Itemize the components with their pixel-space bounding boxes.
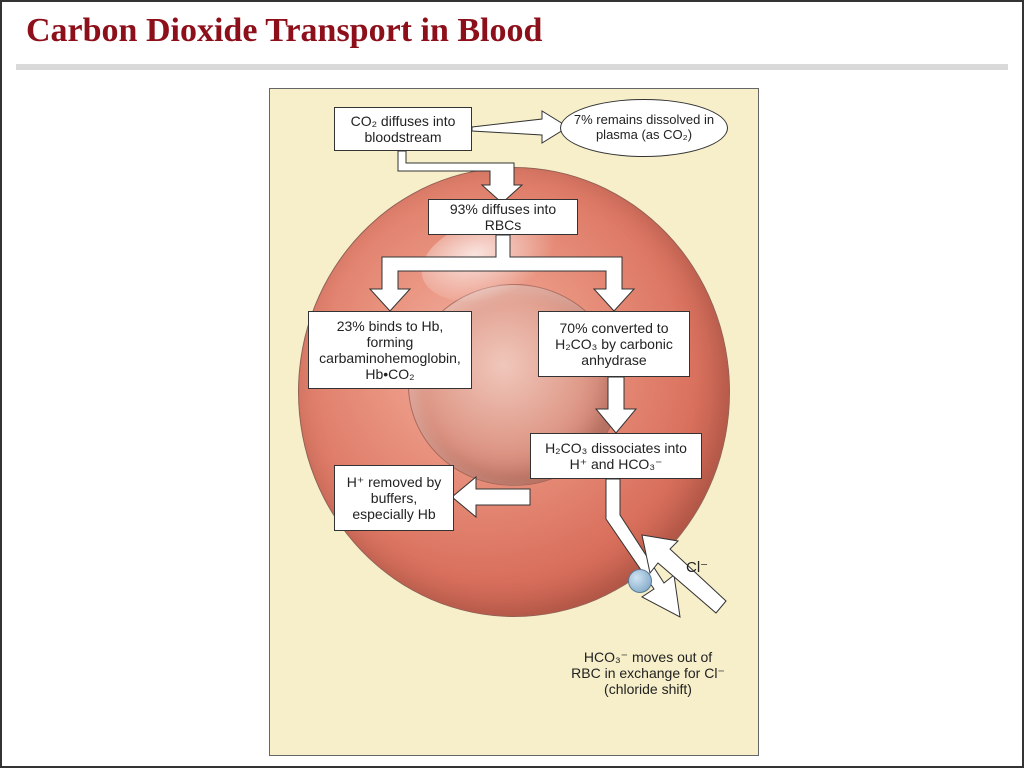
text-start: CO₂ diffuses into bloodstream [341,113,465,145]
box-hb: 23% binds to Hb, forming carbaminohemogl… [308,311,472,389]
figure-frame: CO₂ diffuses into bloodstream 7% remains… [269,88,759,756]
label-shift: HCO₃⁻ moves out of RBC in exchange for C… [568,649,728,697]
text-conv: 70% converted to H₂CO₃ by carbonic anhyd… [545,320,683,368]
box-start: CO₂ diffuses into bloodstream [334,107,472,151]
text-plasma: 7% remains dissolved in plasma (as CO₂) [567,113,721,143]
page-title: Carbon Dioxide Transport in Blood [26,12,542,50]
slide: Carbon Dioxide Transport in Blood CO₂ di… [0,0,1024,768]
text-buff: H⁺ removed by buffers, especially Hb [341,474,447,522]
text-hb: 23% binds to Hb, forming carbaminohemogl… [315,318,465,382]
box-buff: H⁺ removed by buffers, especially Hb [334,465,454,531]
label-cl: Cl⁻ [686,559,736,576]
box-diss: H₂CO₃ dissociates into H⁺ and HCO₃⁻ [530,433,702,479]
box-plasma: 7% remains dissolved in plasma (as CO₂) [560,99,728,157]
box-rbcs: 93% diffuses into RBCs [428,199,578,235]
chloride-ion [628,569,652,593]
arrow-start-plasma [472,111,568,143]
title-rule [16,64,1008,70]
text-rbcs: 93% diffuses into RBCs [435,201,571,233]
box-conv: 70% converted to H₂CO₃ by carbonic anhyd… [538,311,690,377]
text-diss: H₂CO₃ dissociates into H⁺ and HCO₃⁻ [537,440,695,472]
